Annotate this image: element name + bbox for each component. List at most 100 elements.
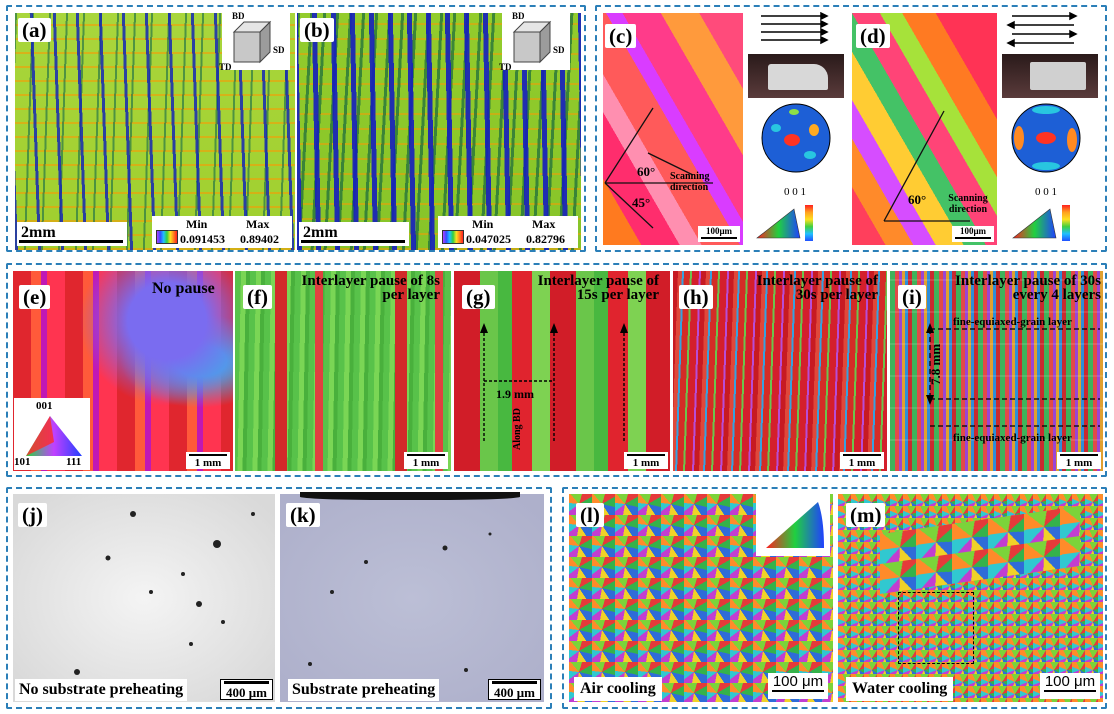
panel-g-title: Interlayer pause of 15s per layer (537, 273, 659, 303)
layer2-i: fine-equiaxed-grain layer (953, 432, 1072, 444)
scale-box-i: 1 mm (1057, 452, 1101, 469)
inset-box-m (898, 592, 974, 664)
pf-label-d: 0 0 1 (1035, 186, 1057, 198)
angle-45-c: 45° (632, 195, 651, 210)
scale-text-g: 1 mm (632, 457, 660, 469)
min-value-a: 0.091453 (180, 232, 225, 246)
scale-bar-a (19, 240, 123, 243)
caption-l: Air cooling (574, 677, 662, 701)
group-lm (562, 487, 1107, 709)
panel-i (890, 271, 1103, 471)
panel-j-label: (j) (18, 503, 47, 527)
scale-text-e: 1 mm (194, 457, 222, 469)
ipf-key-001: 001 (36, 400, 53, 412)
scale-text-m: 100 μm (1044, 673, 1096, 690)
scale-box-b: 2mm (299, 222, 409, 246)
scale-text-l: 100 μm (772, 673, 824, 690)
panel-h-title: Interlayer pause of 30s per layer (756, 273, 878, 303)
axis-bd-b: BD (512, 11, 525, 21)
group-cd (595, 5, 1107, 252)
panel-k (280, 494, 544, 702)
scan-text-c: Scanning direction (670, 171, 710, 193)
angle-60-d: 60° (908, 192, 927, 207)
ipf-key-111: 111 (66, 456, 82, 468)
range-box-a: Min 0.091453 Max 0.89402 (152, 216, 292, 248)
sample-photo-d (1002, 54, 1098, 98)
scale-box-j: 400 μm (220, 679, 273, 700)
scale-bar-d (955, 237, 991, 239)
panel-b-label: (b) (300, 18, 334, 42)
panel-c-label: (c) (605, 24, 637, 48)
density-bar-c (805, 205, 813, 241)
scale-box-l: 100 μm (768, 673, 828, 699)
group-jk (6, 487, 552, 709)
max-label-b: Max (532, 217, 556, 231)
colorbar-b (442, 230, 464, 244)
scale-box-h: 1 mm (840, 452, 884, 469)
layer-marks-i (926, 323, 1100, 427)
group-ab (6, 5, 586, 252)
panel-c (603, 13, 743, 245)
scale-bar-i (1060, 454, 1098, 456)
scale-text-c: 100μm (705, 226, 733, 236)
scale-box-d: 100μm (952, 226, 994, 242)
axis-bd-a: BD (232, 11, 245, 21)
panel-e-title: No pause (152, 280, 215, 297)
panel-l-label: (l) (576, 503, 604, 527)
grain-arrows-g (480, 323, 628, 441)
ipf-triangle-icon (26, 416, 82, 456)
caption-j: No substrate preheating (15, 679, 188, 701)
scale-bar-b (301, 240, 405, 243)
angle-lines-d (883, 110, 970, 222)
pole-figure-d (1011, 103, 1081, 173)
porosity-dots-k (308, 532, 492, 672)
layer1-i: fine-equiaxed-grain layer (953, 316, 1072, 328)
max-value-b: 0.82796 (526, 232, 565, 246)
group-ei (6, 263, 1107, 477)
range-box-b: Min 0.047025 Max 0.82796 (438, 216, 578, 248)
caption-m: Water cooling (846, 677, 954, 701)
scale-bar-l (772, 690, 824, 692)
scale-text-h: 1 mm (848, 457, 876, 469)
scale-box-c: 100μm (698, 226, 740, 242)
panel-h-label: (h) (679, 285, 713, 309)
scale-text-f: 1 mm (412, 457, 440, 469)
panel-i-title: Interlayer pause of 30s every 4 layers (955, 273, 1101, 303)
max-label-a: Max (246, 217, 270, 231)
colorbar-a (156, 230, 178, 244)
panel-f-title: Interlayer pause of 8s per layer (301, 273, 440, 303)
min-label-a: Min (186, 217, 208, 231)
ipf-triangle-icon (1012, 208, 1057, 239)
caption-k: Substrate preheating (288, 679, 440, 701)
scale-bar-g (627, 454, 665, 456)
panel-f-label: (f) (243, 285, 272, 309)
panel-a-label: (a) (18, 18, 51, 42)
scale-bar-h (843, 454, 881, 456)
panel-d (852, 13, 997, 245)
axis-td-b: TD (499, 62, 512, 72)
scale-bar-c (701, 237, 737, 239)
pf-label-c: 0 0 1 (784, 186, 806, 198)
panel-m-label: (m) (846, 503, 886, 527)
scale-bar-f (407, 454, 445, 456)
porosity-dots-j (64, 511, 255, 686)
along-bd-g: Along BD (512, 408, 523, 450)
dim-g: 1.9 mm (496, 387, 534, 401)
bidirectional-arrows-icon (1006, 12, 1078, 48)
panel-j (13, 494, 275, 702)
scale-box-m: 100 μm (1040, 673, 1100, 699)
scan-arrows-icon (761, 12, 829, 45)
scale-text-b: 2mm (303, 224, 338, 241)
scale-box-f: 1 mm (404, 452, 448, 469)
min-label-b: Min (472, 217, 494, 231)
scale-bar-m (1044, 690, 1096, 692)
angle-lines-c (604, 107, 713, 229)
sample-photo-c (748, 54, 844, 98)
ipf-triangle-icon (756, 208, 801, 239)
min-value-b: 0.047025 (466, 232, 511, 246)
panel-k-label: (k) (286, 503, 320, 527)
scale-text-j: 400 μm (226, 685, 267, 700)
angle-60-c: 60° (637, 164, 656, 179)
scale-box-a: 2mm (17, 222, 127, 246)
axis-td-a: TD (219, 62, 232, 72)
